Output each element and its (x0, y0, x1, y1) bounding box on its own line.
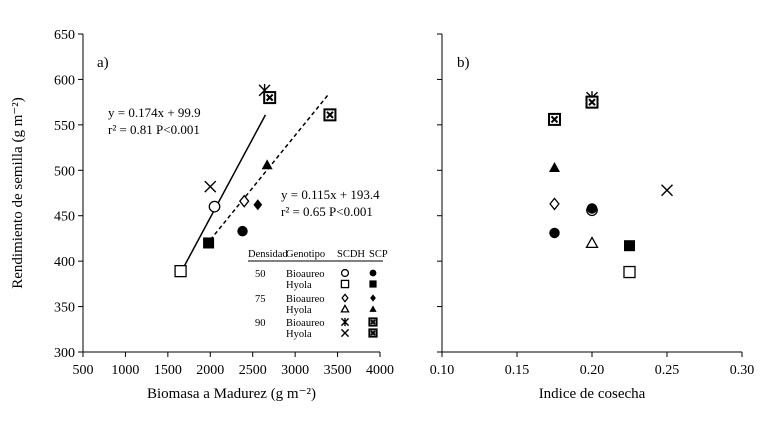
legend-genotipo: Hyola (286, 329, 312, 340)
point-open-diamond (238, 194, 250, 208)
panel-b-x-tick-label: 0.10 (430, 363, 455, 378)
legend-densidad: 90 (255, 318, 266, 329)
point-boxed-x-cross (550, 115, 559, 124)
point-x (661, 184, 673, 197)
legend-genotipo: Hyola (286, 305, 312, 316)
point-open-circle (208, 200, 221, 213)
panel-b-points (548, 91, 673, 279)
point-filled-circle (237, 225, 248, 237)
legend-scp-filled-diamond (370, 294, 376, 302)
point-open-square (623, 265, 636, 279)
legend-scp-boxed-x-cross (370, 319, 376, 325)
panel-a-axes: 300 350 400 450 500 550 600 650 500 1000 1500 2000 2… (54, 28, 394, 378)
panel-a-x-tick-label: 1500 (154, 363, 182, 378)
point-boxed-x (585, 95, 599, 109)
panel-a-y-tick-label: 300 (54, 346, 75, 361)
panel-a-x-tick-label: 500 (73, 363, 94, 378)
legend-header: SCP (369, 249, 388, 260)
legend-genotipo: Bioaureo (286, 269, 325, 280)
panel-b-x-tick-label: 0.25 (655, 363, 680, 378)
panel-b-axes: 0.10 0.15 0.20 0.25 0.30 (430, 33, 755, 378)
point-open-diamond (549, 197, 560, 211)
panel-label-a: a) (97, 55, 109, 71)
legend-header: SCDH (337, 249, 365, 260)
panel-b-x-tick-label: 0.30 (730, 363, 755, 378)
point-boxed-x (548, 112, 561, 126)
legend-genotipo: Hyola (286, 280, 312, 291)
panel-a-y-tick-label: 500 (54, 164, 75, 179)
panel-a-x-tick-label: 3500 (324, 363, 352, 378)
legend-scp-filled-square (369, 280, 377, 288)
panel-a-y-tick-label: 400 (54, 255, 75, 270)
panel-a-x-tick-label: 3000 (281, 363, 309, 378)
legend-scp-boxed-x (368, 317, 378, 327)
legend-scp-filled-triangle (369, 305, 377, 312)
fit-equation-1: y = 0.174x + 99.9 (108, 105, 201, 120)
panel-b-x-tick-label: 0.15 (505, 363, 530, 378)
legend-scdh-open-square (340, 279, 350, 289)
legend-scp-filled-circle (369, 269, 377, 277)
panel-a-x-tick-label: 2000 (196, 363, 224, 378)
panel-b-x-axis-title: Indice de cosecha (539, 386, 646, 402)
point-filled-diamond (253, 199, 263, 211)
point-filled-triangle (261, 159, 273, 170)
legend-scdh-open-circle (340, 268, 350, 278)
panel-a-points (174, 84, 337, 278)
legend-densidad: 50 (255, 269, 266, 280)
panel-a-y-tick-label: 350 (54, 301, 75, 316)
legend-header: Genotipo (286, 249, 325, 260)
panel-a-y-tick-label: 600 (54, 73, 75, 88)
fit-stats-2: r² = 0.65 P<0.001 (281, 204, 373, 219)
legend-scdh-x (340, 328, 350, 338)
legend-scdh-asterisk (340, 317, 350, 327)
point-boxed-x-cross (265, 93, 274, 102)
panel-a-y-tick-label: 550 (54, 119, 75, 134)
legend-genotipo: Bioaureo (286, 294, 325, 305)
y-axis-title: Rendimiento de semilla (g m⁻²) (10, 97, 26, 289)
fit-line-1 (179, 114, 267, 274)
point-boxed-x-cross (326, 111, 334, 119)
fit-equation-2: y = 0.115x + 193.4 (281, 187, 380, 202)
labels: a) b) y = 0.174x + 99.9 r² = 0.81 P<0.001 y … (10, 55, 646, 402)
point-x (204, 180, 217, 193)
point-filled-circle (549, 227, 560, 239)
fit-stats-1: r² = 0.81 P<0.001 (108, 122, 200, 137)
legend-scdh-open-triangle (340, 304, 350, 313)
panel-a-y-tick-label: 650 (54, 28, 75, 43)
panel-a-x-tick-label: 4000 (366, 363, 394, 378)
point-filled-triangle (549, 162, 560, 172)
point-boxed-x (263, 91, 277, 105)
legend-scp-boxed-x (368, 328, 378, 338)
panel-a-x-axis-title: Biomasa a Madurez (g m⁻²) (147, 386, 316, 402)
point-boxed-x (323, 108, 337, 122)
point-boxed-x-cross (588, 98, 596, 106)
legend-header: Densidad (248, 249, 288, 260)
point-open-triangle (585, 236, 599, 249)
point-filled-diamond (587, 202, 597, 214)
panel-a-x-tick-label: 1000 (111, 363, 139, 378)
legend-genotipo: Bioaureo (286, 318, 325, 329)
legend-scp-boxed-x-cross (370, 330, 376, 336)
panel-a-fit-lines (179, 93, 330, 274)
panel-a-y-tick-label: 450 (54, 210, 75, 225)
legend-scdh-open-diamond (341, 293, 349, 303)
point-filled-square (624, 240, 635, 252)
point-open-square (174, 264, 187, 278)
point-filled-square (203, 237, 215, 249)
panel-label-b: b) (457, 55, 470, 71)
legend-densidad: 75 (255, 294, 266, 305)
panel-b-x-tick-label: 0.20 (580, 363, 605, 378)
panel-a-x-tick-label: 2500 (239, 363, 267, 378)
